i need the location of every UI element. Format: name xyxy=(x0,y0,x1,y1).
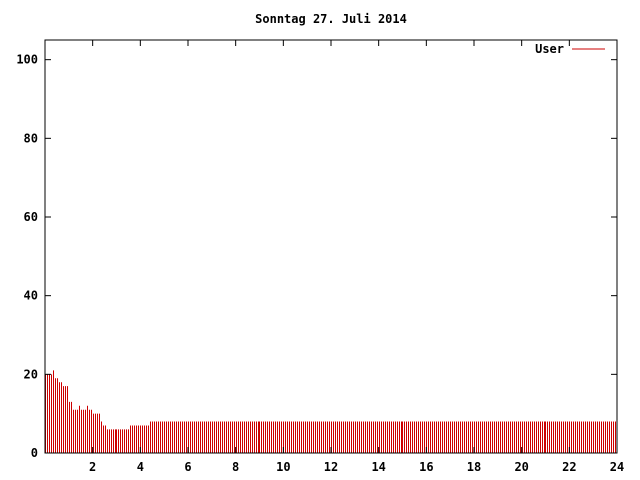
x-tick-label: 4 xyxy=(137,460,144,474)
y-tick-label: 60 xyxy=(24,210,38,224)
chart-title: Sonntag 27. Juli 2014 xyxy=(255,12,407,26)
x-tick-label: 8 xyxy=(232,460,239,474)
y-axis: 0 20 40 60 80 100 xyxy=(16,53,617,460)
y-tick-label: 0 xyxy=(31,446,38,460)
x-axis: 2 4 6 8 10 12 14 16 18 20 22 24 xyxy=(89,40,624,474)
x-tick-label: 14 xyxy=(371,460,385,474)
y-tick-label: 100 xyxy=(16,53,38,67)
x-tick-label: 20 xyxy=(514,460,528,474)
y-tick-label: 20 xyxy=(24,367,38,381)
plot-frame xyxy=(44,39,618,454)
x-tick-label: 6 xyxy=(184,460,191,474)
x-tick-label: 12 xyxy=(324,460,338,474)
x-tick-label: 10 xyxy=(276,460,290,474)
y-tick-label: 40 xyxy=(24,289,38,303)
x-tick-label: 2 xyxy=(89,460,96,474)
x-tick-label: 16 xyxy=(419,460,433,474)
x-tick-label: 18 xyxy=(467,460,481,474)
legend: User xyxy=(535,42,605,56)
y-tick-label: 80 xyxy=(24,131,38,145)
x-tick-label: 22 xyxy=(562,460,576,474)
legend-label: User xyxy=(535,42,564,56)
bar-series xyxy=(45,370,616,453)
x-tick-label: 24 xyxy=(610,460,624,474)
